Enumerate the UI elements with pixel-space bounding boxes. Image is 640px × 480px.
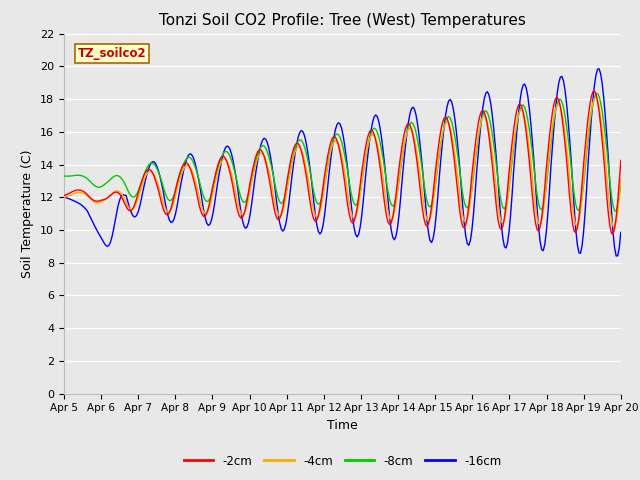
Text: TZ_soilco2: TZ_soilco2 (78, 47, 147, 60)
X-axis label: Time: Time (327, 419, 358, 432)
Title: Tonzi Soil CO2 Profile: Tree (West) Temperatures: Tonzi Soil CO2 Profile: Tree (West) Temp… (159, 13, 526, 28)
Y-axis label: Soil Temperature (C): Soil Temperature (C) (22, 149, 35, 278)
Legend: -2cm, -4cm, -8cm, -16cm: -2cm, -4cm, -8cm, -16cm (179, 450, 506, 472)
